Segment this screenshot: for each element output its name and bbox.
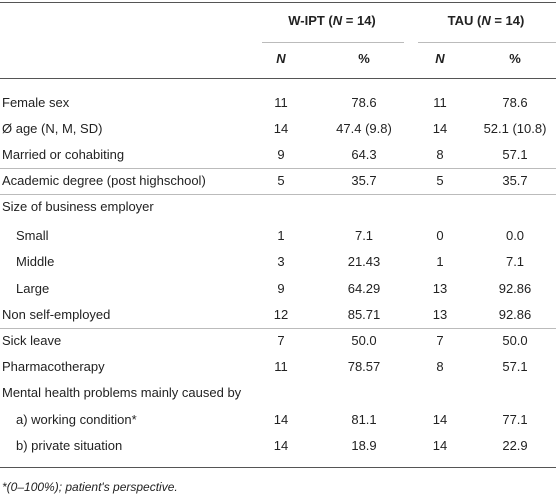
cell: 3 bbox=[277, 254, 285, 269]
row-label: Academic degree (post highschool) bbox=[2, 173, 206, 188]
sub-header: N bbox=[276, 51, 286, 66]
cell: 7.1 bbox=[354, 228, 374, 243]
cell: 52.1 (10.8) bbox=[483, 121, 547, 136]
cell: 14 bbox=[273, 438, 289, 453]
sub-header: % bbox=[509, 51, 521, 66]
cell: 14 bbox=[432, 412, 448, 427]
cell: 14 bbox=[432, 121, 448, 136]
header-part: W-IPT ( bbox=[288, 13, 333, 28]
rule bbox=[0, 467, 556, 468]
row-label: a) working condition* bbox=[16, 412, 137, 427]
rule bbox=[0, 2, 556, 3]
cell: 64.3 bbox=[351, 147, 377, 162]
rule bbox=[0, 168, 556, 169]
header-part: N bbox=[481, 13, 491, 28]
cell: 77.1 bbox=[502, 412, 528, 427]
cell: 35.7 bbox=[351, 173, 377, 188]
row-label: Mental health problems mainly caused by bbox=[2, 385, 242, 400]
cell: 57.1 bbox=[502, 359, 528, 374]
cell: 11 bbox=[274, 359, 288, 374]
cell: 78.6 bbox=[351, 95, 377, 110]
cell: 1 bbox=[277, 228, 285, 243]
footnote: *(0–100%); patient's perspective. bbox=[2, 480, 178, 494]
cell: 7.1 bbox=[505, 254, 525, 269]
row-label: Middle bbox=[16, 254, 55, 269]
cell: 14 bbox=[432, 438, 448, 453]
row-label: b) private situation bbox=[16, 438, 123, 453]
row-label: Ø age (N, M, SD) bbox=[2, 121, 103, 136]
sub-header: % bbox=[358, 51, 370, 66]
cell: 0 bbox=[436, 228, 444, 243]
cell: 7 bbox=[277, 333, 285, 348]
rule bbox=[0, 328, 556, 329]
cell: 14 bbox=[273, 121, 289, 136]
rule bbox=[0, 78, 556, 79]
cell: 81.1 bbox=[351, 412, 377, 427]
cell: 5 bbox=[436, 173, 444, 188]
cell: 8 bbox=[436, 147, 444, 162]
cell: 18.9 bbox=[351, 438, 377, 453]
row-label: Sick leave bbox=[2, 333, 62, 348]
cell: 9 bbox=[277, 147, 285, 162]
group-header: W-IPT (N = 14) bbox=[288, 13, 376, 29]
rule bbox=[0, 194, 556, 195]
row-label: Small bbox=[16, 228, 49, 243]
cell: 7 bbox=[436, 333, 444, 348]
cell: 12 bbox=[273, 307, 289, 322]
row-label: Size of business employer bbox=[2, 199, 154, 214]
header-part: = 14) bbox=[342, 13, 376, 28]
cell: 5 bbox=[277, 173, 285, 188]
cell: 8 bbox=[436, 359, 444, 374]
cell: 14 bbox=[273, 412, 289, 427]
cell: 21.43 bbox=[347, 254, 381, 269]
row-label: Female sex bbox=[2, 95, 70, 110]
cell: 92.86 bbox=[498, 307, 532, 322]
cell: 1 bbox=[436, 254, 444, 269]
cell: 11 bbox=[433, 95, 447, 110]
cell: 50.0 bbox=[351, 333, 377, 348]
header-part: N bbox=[332, 13, 343, 28]
cell: 78.57 bbox=[347, 359, 381, 374]
cell: 0.0 bbox=[505, 228, 525, 243]
sub-header: N bbox=[435, 51, 445, 66]
cell: 85.71 bbox=[347, 307, 381, 322]
cell: 11 bbox=[274, 95, 288, 110]
row-label: Non self-employed bbox=[2, 307, 111, 322]
row-label: Married or cohabiting bbox=[2, 147, 125, 162]
row-label: Pharmacotherapy bbox=[2, 359, 105, 374]
cell: 92.86 bbox=[498, 281, 532, 296]
cell: 35.7 bbox=[502, 173, 528, 188]
cell: 22.9 bbox=[502, 438, 528, 453]
rule bbox=[262, 42, 404, 43]
cell: 9 bbox=[277, 281, 285, 296]
cell: 13 bbox=[432, 281, 448, 296]
group-header: TAU (N = 14) bbox=[448, 13, 525, 29]
header-part: TAU ( bbox=[447, 13, 482, 28]
header-part: = 14) bbox=[490, 13, 525, 28]
cell: 78.6 bbox=[502, 95, 528, 110]
cell: 47.4 (9.8) bbox=[336, 121, 392, 136]
cell: 13 bbox=[432, 307, 448, 322]
row-label: Large bbox=[16, 281, 50, 296]
cell: 64.29 bbox=[347, 281, 381, 296]
cell: 50.0 bbox=[502, 333, 528, 348]
rule bbox=[418, 42, 556, 43]
cell: 57.1 bbox=[502, 147, 528, 162]
